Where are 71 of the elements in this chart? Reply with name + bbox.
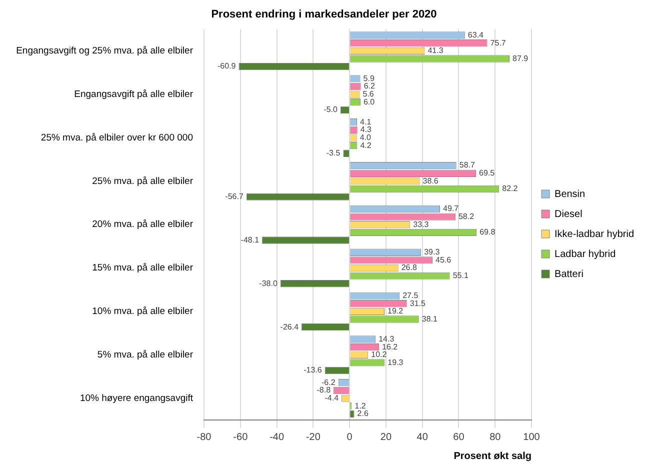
data-label: 63.4 [468, 30, 484, 40]
y-tick-label: Engangsavgift på alle elbiler [74, 88, 193, 100]
data-label: -6.2 [321, 378, 336, 387]
data-label: 45.6 [436, 255, 452, 264]
y-tick-label: 20% mva. på alle elbiler [92, 219, 193, 230]
data-label: 69.8 [480, 228, 496, 237]
data-label: -60.9 [218, 62, 236, 71]
data-label: 33.3 [413, 220, 430, 229]
data-label: 82.2 [502, 184, 518, 194]
y-tick-label: 10% høyere engangsavgift [80, 392, 194, 404]
chart-title: Prosent endring i markedsandeler per 2020 [211, 8, 437, 21]
x-tick-label: -40 [270, 432, 284, 443]
data-label: 5.6 [362, 90, 374, 99]
x-axis-title: Prosent økt salg [454, 450, 532, 462]
data-label: 16.2 [382, 342, 398, 352]
x-tick-label: 20 [380, 432, 392, 443]
x-tick-label: -60 [233, 432, 248, 443]
x-tick-label: 60 [453, 432, 465, 443]
data-label: -8.8 [316, 386, 332, 395]
data-label: 19.2 [388, 306, 404, 316]
legend-label: Ikke-ladbar hybrid [554, 228, 634, 240]
data-label: -48.1 [240, 235, 260, 244]
x-tick-label: 100 [523, 432, 540, 443]
y-tick-label: 5% mva. på alle elbiler [97, 349, 193, 360]
x-tick-label: 40 [416, 432, 428, 443]
data-label: 58.2 [458, 212, 475, 221]
data-label: 75.7 [490, 38, 506, 48]
data-label: 39.3 [424, 248, 440, 257]
data-label: 26.8 [401, 263, 418, 272]
data-label: 14.3 [378, 334, 395, 344]
data-label: 6.0 [363, 97, 376, 106]
data-label: 10.2 [371, 350, 388, 360]
x-tick-label: -20 [306, 432, 321, 443]
data-label: 87.9 [512, 54, 529, 63]
data-label: 27.5 [402, 291, 419, 300]
data-label: 69.5 [479, 168, 496, 178]
y-tick-label: 15% mva. på alle elbiler [92, 262, 193, 274]
data-label: 2.6 [357, 409, 369, 418]
x-tick-label: -80 [196, 432, 212, 443]
data-label: 31.5 [410, 298, 426, 308]
data-label: -4.4 [324, 393, 340, 402]
data-label: 38.6 [422, 176, 439, 186]
data-label: 4.1 [360, 117, 372, 126]
data-label: 19.3 [388, 358, 404, 367]
data-label: 58.7 [459, 160, 476, 170]
data-label: 5.9 [363, 74, 375, 83]
data-label: -13.6 [304, 366, 322, 375]
data-label: -5.0 [324, 105, 338, 114]
data-label: -26.4 [280, 322, 300, 332]
y-tick-label: 25% mva. på elbiler over kr 600 000 [40, 132, 193, 144]
data-label: 1.2 [354, 401, 366, 410]
data-label: 38.1 [422, 314, 438, 324]
data-label: -38.0 [259, 278, 278, 288]
data-label: 41.3 [428, 46, 444, 56]
data-label: 55.1 [452, 271, 469, 280]
data-label: 6.2 [364, 82, 376, 91]
legend-label: Diesel [554, 208, 582, 220]
y-tick-label: 10% mva. på alle elbiler [92, 306, 193, 318]
x-tick-label: 80 [490, 432, 502, 443]
data-label: -56.7 [225, 192, 244, 202]
legend-label: Bensin [554, 188, 586, 200]
data-label: 4.3 [360, 125, 372, 134]
y-tick-label: Engangsavgift og 25% mva. på alle elbiler [16, 46, 193, 57]
legend-label: Batteri [554, 268, 584, 280]
x-tick-label: 0 [346, 432, 353, 443]
data-label: 4.0 [360, 132, 372, 142]
data-label: 4.2 [360, 140, 372, 150]
y-tick-label: 25% mva. på alle elbiler [92, 176, 193, 187]
data-label: 49.7 [442, 204, 460, 214]
data-label: -3.5 [326, 148, 341, 158]
legend-label: Ladbar hybrid [554, 248, 616, 260]
